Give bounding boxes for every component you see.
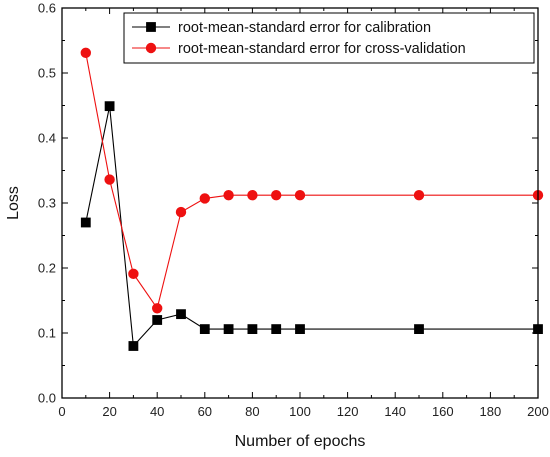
data-point xyxy=(413,189,425,201)
y-tick-label: 0.1 xyxy=(38,326,56,341)
plot-frame xyxy=(61,7,539,399)
data-point xyxy=(271,324,282,335)
data-point xyxy=(247,189,258,201)
legend-marker xyxy=(145,42,157,54)
series-2 xyxy=(80,47,544,314)
data-point xyxy=(104,174,115,185)
legend-label: root-mean-standard error for calibration xyxy=(178,20,431,36)
data-point xyxy=(80,217,91,228)
x-tick-label: 120 xyxy=(337,404,359,419)
y-tick-label: 0.0 xyxy=(38,391,56,406)
y-tick-label: 0.6 xyxy=(38,1,56,16)
series-1 xyxy=(80,101,543,351)
legend: root-mean-standard error for calibration… xyxy=(123,12,535,64)
data-point xyxy=(223,189,234,201)
data-point xyxy=(80,47,92,59)
data-point xyxy=(128,341,139,351)
data-point xyxy=(152,315,163,325)
legend-item: root-mean-standard error for cross-valid… xyxy=(132,41,466,57)
x-axis-label: Number of epochs xyxy=(235,433,366,450)
x-tick-label: 180 xyxy=(480,404,502,419)
series-line xyxy=(85,52,538,310)
data-point xyxy=(247,324,258,335)
data-point xyxy=(271,189,282,201)
data-point xyxy=(199,193,211,204)
data-point xyxy=(175,206,187,218)
x-tick-label: 60 xyxy=(198,404,212,419)
legend-item: root-mean-standard error for calibration xyxy=(132,20,431,36)
y-tick-label: 0.4 xyxy=(38,131,56,146)
data-point xyxy=(176,309,186,320)
y-axis-label: Loss xyxy=(5,186,22,220)
data-point xyxy=(223,324,234,335)
y-tick-label: 0.5 xyxy=(38,66,56,81)
x-tick-label: 40 xyxy=(150,404,164,419)
x-tick-label: 80 xyxy=(245,404,259,419)
y-tick-label: 0.3 xyxy=(38,196,56,211)
data-point xyxy=(104,101,115,112)
data-point xyxy=(294,189,306,201)
x-tick-label: 140 xyxy=(384,404,406,419)
legend-items: root-mean-standard error for calibration… xyxy=(132,20,466,57)
ticks-layer: 0 20 40 60 80 100 120 140 160 180 200 0.0 0.1 0.2 0.3 0… xyxy=(38,1,549,420)
legend-box xyxy=(123,12,535,64)
series-layer xyxy=(80,47,544,351)
series-line xyxy=(85,106,538,348)
data-point xyxy=(199,324,210,335)
x-tick-label: 100 xyxy=(289,404,311,419)
y-tick-label: 0.2 xyxy=(38,261,56,276)
legend-marker xyxy=(146,22,156,32)
x-tick-label: 0 xyxy=(58,404,65,419)
data-point xyxy=(128,268,139,280)
data-point xyxy=(295,324,305,335)
x-tick-label: 200 xyxy=(527,404,549,419)
x-tick-label: 160 xyxy=(432,404,454,419)
legend-label: root-mean-standard error for cross-valid… xyxy=(178,41,466,57)
x-tick-label: 20 xyxy=(102,404,116,419)
data-point xyxy=(151,303,163,314)
data-point xyxy=(414,324,424,335)
